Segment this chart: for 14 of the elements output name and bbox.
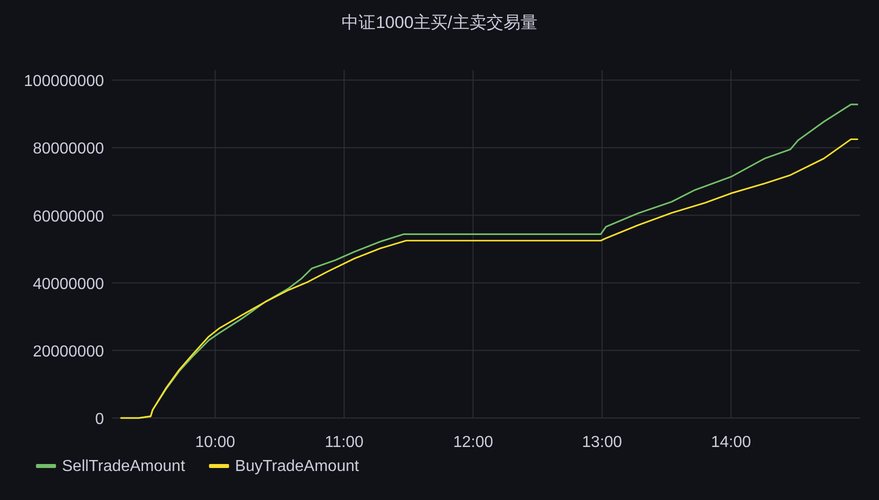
legend-label: BuyTradeAmount xyxy=(235,458,360,475)
y-tick-label: 40000000 xyxy=(32,276,104,293)
x-tick-label: 12:00 xyxy=(453,434,494,451)
legend-label: SellTradeAmount xyxy=(62,458,186,475)
y-tick-label: 60000000 xyxy=(32,208,104,226)
x-tick-label: 14:00 xyxy=(711,434,752,451)
chart-title: 中证1000主买/主卖交易量 xyxy=(342,13,538,32)
y-tick-label: 80000000 xyxy=(32,140,104,158)
y-tick-label: 20000000 xyxy=(32,343,104,360)
x-tick-label: 13:00 xyxy=(582,434,622,451)
y-tick-label: 0 xyxy=(95,411,104,428)
x-tick-label: 10:00 xyxy=(195,434,236,451)
x-tick-label: 11:00 xyxy=(324,434,364,451)
y-tick-label: 100000000 xyxy=(24,73,104,90)
